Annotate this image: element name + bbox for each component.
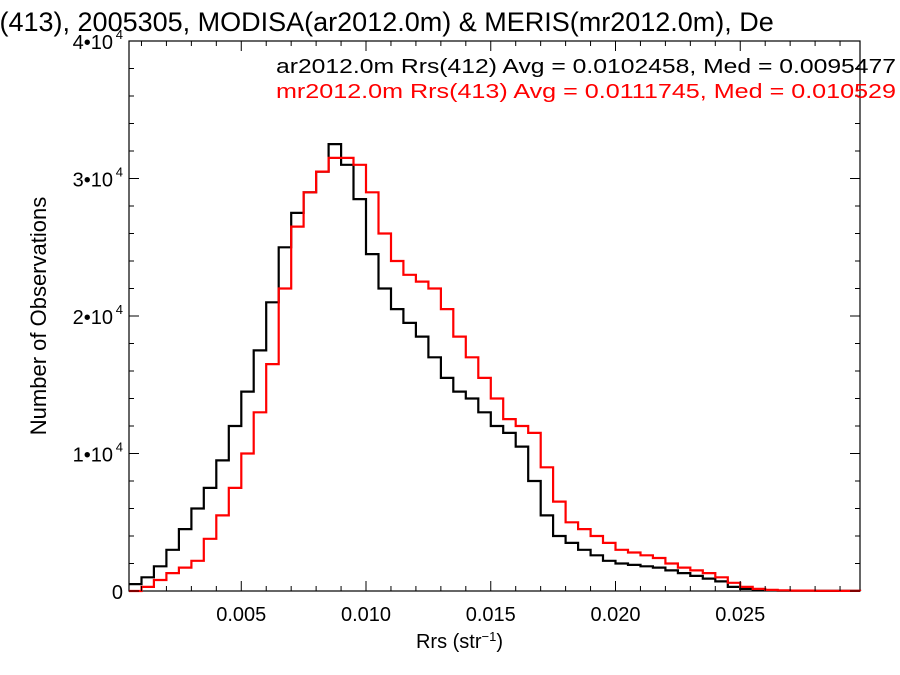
series-layer: [129, 143, 862, 593]
y-tick-exponent-2: 4: [116, 440, 123, 455]
x-axis-label-main: Rrs (str: [416, 631, 482, 653]
y-tick-label-5: 4•10: [73, 32, 113, 54]
legend-entry-2: mr2012.0m Rrs(413) Avg = 0.0111745, Med …: [276, 81, 896, 103]
x-axis-label: Rrs (str−1): [416, 629, 503, 654]
legend-entry-1: ar2012.0m Rrs(412) Avg = 0.0102458, Med …: [276, 56, 896, 78]
series-line-2: [129, 156, 862, 593]
x-axis-label-superscript: −1: [482, 629, 497, 644]
chart-title: s(413), 2005305, MODISA(ar2012.0m) & MER…: [0, 7, 774, 37]
x-tick-label-5: 0.025: [715, 604, 765, 626]
y-tick-exponent-4: 4: [116, 165, 123, 180]
x-axis-label-end: ): [496, 631, 503, 653]
y-tick-label-1: 0: [112, 582, 123, 604]
y-tick-label-4: 3•10: [73, 170, 113, 192]
legend: ar2012.0m Rrs(412) Avg = 0.0102458, Med …: [276, 56, 896, 103]
y-tick-label-3: 2•10: [73, 307, 113, 329]
plot-frame: [128, 40, 861, 592]
y-axis-label: Number of Observations: [26, 197, 51, 435]
x-tick-label-1: 0.005: [216, 604, 266, 626]
y-tick-label-2: 1•10: [73, 445, 113, 467]
x-tick-label-2: 0.010: [341, 604, 391, 626]
series-line-1: [129, 143, 862, 592]
y-tick-exponent-3: 4: [116, 302, 123, 317]
x-tick-label-4: 0.020: [590, 604, 640, 626]
x-tick-label-3: 0.015: [466, 604, 516, 626]
y-tick-exponent-5: 4: [116, 27, 123, 42]
